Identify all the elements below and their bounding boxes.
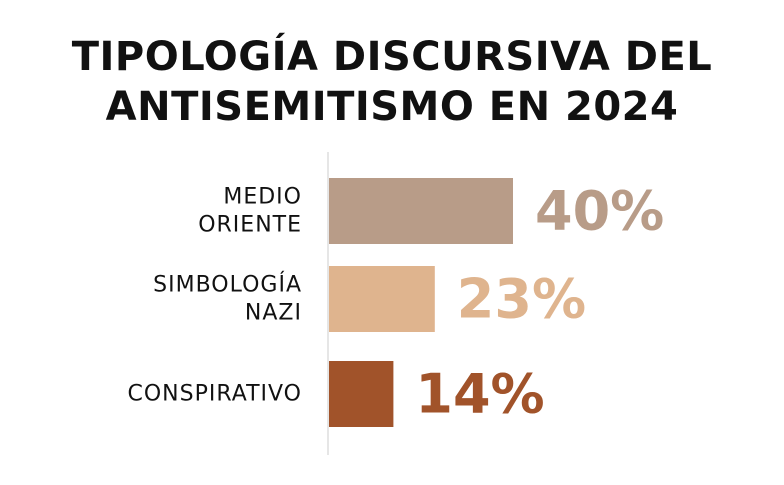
value-label-1: 40% xyxy=(535,180,664,243)
category-label-1-line-2: ORIENTE xyxy=(198,213,302,238)
value-label-3: 14% xyxy=(415,363,544,426)
value-label-2: 23% xyxy=(457,268,586,331)
category-label-1-line-1: MEDIO xyxy=(223,185,302,210)
category-label-3-line-1: CONSPIRATIVO xyxy=(128,382,303,407)
category-label-2-line-2: NAZI xyxy=(245,301,302,326)
bar-1 xyxy=(329,178,513,244)
category-label-2-line-1: SIMBOLOGÍA xyxy=(153,272,302,298)
bar-2 xyxy=(329,266,435,332)
bar-3 xyxy=(329,361,393,427)
